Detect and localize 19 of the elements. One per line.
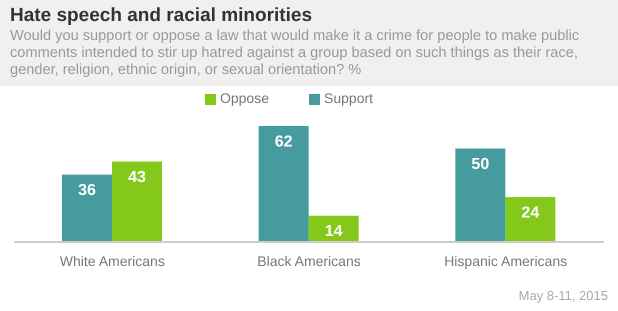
x-tick-label: White Americans: [60, 252, 165, 269]
legend-label: Oppose: [220, 90, 269, 106]
data-label: 50: [471, 156, 490, 173]
x-tick-label: Black Americans: [257, 252, 361, 269]
chart-title: Hate speech and racial minorities: [10, 4, 314, 28]
legend-label: Support: [324, 90, 374, 106]
data-label: 36: [78, 182, 96, 200]
data-label: 62: [274, 133, 293, 150]
bar: [505, 197, 556, 242]
data-label: 14: [324, 223, 343, 240]
data-label: 24: [521, 204, 540, 222]
bar: [455, 148, 506, 242]
bar: [112, 162, 162, 242]
bar: [62, 174, 112, 242]
bar: [258, 126, 309, 242]
data-label: 43: [128, 168, 146, 186]
x-tick-label: Hispanic Americans: [444, 252, 568, 269]
chart-subtitle: Would you support or oppose a law that would make it a crime for people to make public comments intended to stir up hatred against a group based on such things as their race, gender, religion, ethnic origin, or sexual orientation? %: [10, 28, 580, 79]
text: May 8-11, 2015: [518, 288, 608, 303]
